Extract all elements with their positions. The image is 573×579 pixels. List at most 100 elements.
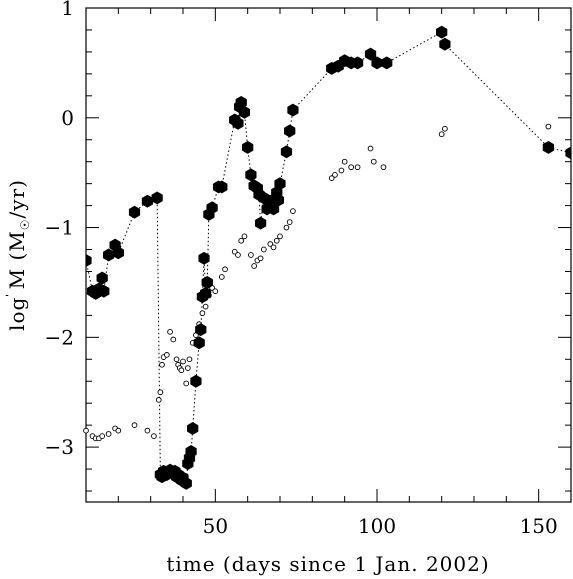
svg-text:log M (M☉/yr): log M (M☉/yr) — [5, 179, 32, 331]
open-point — [178, 367, 185, 374]
open-point — [115, 427, 122, 434]
filled-point — [565, 146, 571, 160]
open-point — [286, 219, 293, 225]
filled-point — [364, 47, 377, 61]
y-tick-label: 0 — [61, 106, 74, 130]
filled-point — [436, 25, 448, 39]
filled-point — [103, 248, 115, 262]
filled-point — [180, 476, 192, 490]
filled-point — [96, 271, 108, 285]
axis-ticks — [85, 7, 572, 502]
open-point — [170, 336, 177, 343]
filled-point — [198, 251, 210, 265]
filled-point — [284, 124, 296, 138]
open-point — [283, 224, 290, 231]
open-point — [370, 158, 377, 165]
y-tick-label: −2 — [45, 325, 74, 349]
open-point — [218, 274, 225, 280]
open-point — [277, 233, 283, 240]
open-point — [180, 358, 186, 365]
open-point — [438, 131, 445, 138]
open-point — [131, 422, 138, 429]
open-point — [260, 246, 267, 253]
open-point — [545, 123, 552, 130]
open-point — [185, 365, 191, 371]
filled-point — [190, 374, 202, 388]
filled-point — [206, 201, 218, 215]
y-tick-label: −1 — [45, 216, 74, 240]
filled-point — [128, 205, 141, 219]
open-point — [105, 431, 112, 437]
open-point — [273, 237, 280, 244]
filled-point — [280, 145, 293, 159]
filled-point — [381, 56, 393, 70]
x-axis-label: time (days since 1 Jan. 2002) — [166, 552, 489, 576]
y-label-sun: ☉ — [18, 218, 32, 230]
open-point — [251, 263, 257, 269]
filled-point — [254, 216, 267, 230]
y-label-mdot: M — [5, 268, 29, 289]
filled-point — [193, 336, 205, 350]
series-lines — [86, 31, 571, 485]
filled-point — [195, 323, 207, 337]
open-point — [248, 252, 254, 258]
y-tick-label: 1 — [61, 0, 74, 20]
open-point — [257, 255, 264, 262]
open-point — [222, 266, 228, 273]
filled-point — [351, 56, 364, 70]
open-point — [163, 352, 170, 358]
open-point — [83, 427, 89, 434]
open-point — [442, 125, 448, 132]
series-line — [86, 31, 571, 485]
y-tick-label: −3 — [45, 435, 74, 459]
open-point — [99, 433, 106, 439]
open-point — [157, 389, 164, 396]
filled-point — [238, 105, 251, 119]
open-point — [183, 380, 190, 387]
open-point — [238, 237, 245, 244]
open-point — [199, 310, 206, 317]
open-point — [267, 241, 274, 247]
filled-point — [542, 140, 554, 154]
filled-point — [245, 168, 257, 182]
plot-frame — [85, 7, 572, 503]
open-point — [290, 208, 296, 214]
open-point — [354, 164, 361, 171]
open-point — [212, 288, 219, 295]
open-point — [338, 167, 345, 174]
filled-point — [201, 275, 213, 289]
filled-point — [151, 191, 163, 205]
filled-point — [242, 140, 254, 154]
filled-point — [274, 177, 286, 191]
axis-tick-labels: 50 100 150 −3 −2 −1 0 1 — [45, 0, 558, 538]
filled-point — [287, 103, 299, 117]
filled-point — [439, 37, 451, 51]
open-points — [83, 123, 552, 442]
y-axis-label: log M (M☉/yr) — [5, 179, 32, 331]
filled-point — [112, 246, 124, 260]
open-point — [173, 356, 180, 363]
open-point — [202, 303, 209, 310]
open-point — [235, 252, 241, 258]
filled-point — [272, 193, 284, 207]
filled-point — [86, 254, 92, 267]
open-point — [231, 248, 238, 255]
filled-point — [141, 194, 154, 208]
x-tick-label: 100 — [358, 514, 396, 538]
open-point — [159, 361, 165, 368]
open-point — [144, 427, 151, 434]
open-point — [367, 145, 374, 152]
filled-point — [98, 284, 110, 298]
x-tick-label: 50 — [203, 514, 228, 538]
filled-point — [185, 445, 197, 458]
open-point — [328, 175, 335, 182]
filled-point — [216, 180, 228, 194]
open-point — [348, 164, 354, 171]
open-point — [341, 158, 348, 165]
open-point — [151, 433, 157, 439]
y-label-open: (M — [5, 230, 29, 268]
open-point — [186, 356, 193, 363]
filled-point — [187, 421, 199, 435]
x-tick-label: 150 — [520, 514, 558, 538]
